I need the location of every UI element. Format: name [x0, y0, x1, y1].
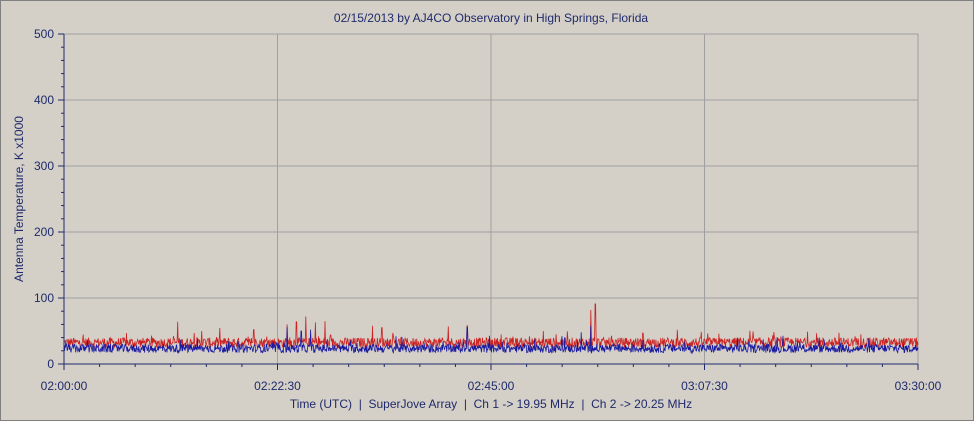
x-tick-label: 02:45:00: [468, 379, 515, 393]
y-tick-label: 400: [34, 93, 54, 107]
x-tick-label: 02:00:00: [41, 379, 88, 393]
y-tick-label: 0: [47, 357, 54, 371]
x-tick-label: 03:30:00: [895, 379, 942, 393]
series-group: [63, 303, 919, 355]
y-tick-label: 500: [34, 27, 54, 41]
x-tick-label: 02:22:30: [254, 379, 301, 393]
grid: [63, 33, 919, 365]
axes: 0 100 200 300 400 500 02:00:00 02:22:30 02:45:00…: [34, 27, 942, 393]
x-tick-label: 03:07:30: [681, 379, 728, 393]
y-axis-label: Antenna Temperature, K x1000: [12, 116, 26, 282]
y-tick-label: 300: [34, 159, 54, 173]
x-axis-label: Time (UTC) | SuperJove Array | Ch 1 -> 1…: [290, 397, 692, 411]
series-line-ch2: [63, 325, 919, 355]
y-tick-label: 200: [34, 225, 54, 239]
y-tick-label: 100: [34, 291, 54, 305]
chart-title: 02/15/2013 by AJ4CO Observatory in High …: [334, 11, 648, 25]
